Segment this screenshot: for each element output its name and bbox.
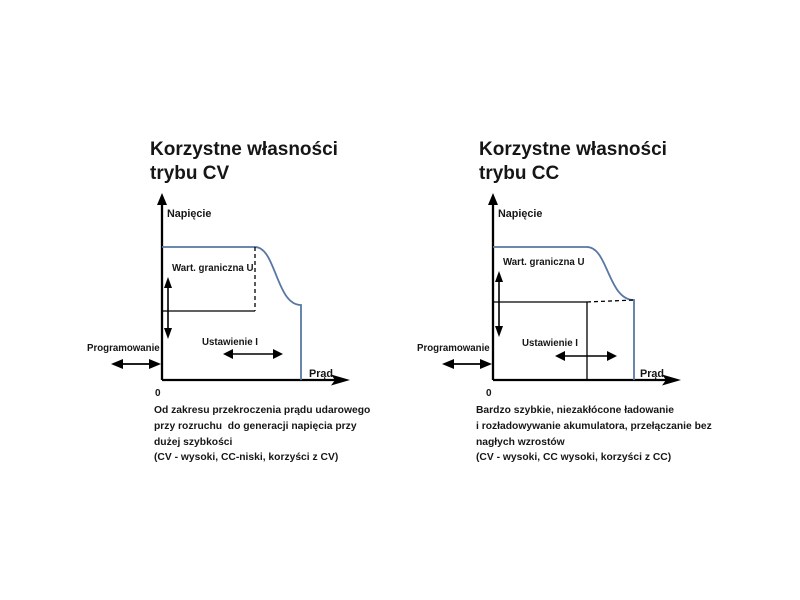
svg-text:Ustawienie I: Ustawienie I (522, 338, 578, 349)
svg-text:0: 0 (486, 388, 492, 399)
svg-text:Ustawienie I: Ustawienie I (202, 337, 258, 348)
svg-text:Napięcie: Napięcie (498, 208, 542, 220)
svg-text:0: 0 (155, 388, 161, 399)
svg-text:Wart. graniczna U: Wart. graniczna U (172, 263, 253, 274)
svg-text:Wart. graniczna U: Wart. graniczna U (503, 257, 584, 268)
svg-text:Programowanie: Programowanie (417, 343, 490, 354)
svg-text:Napięcie: Napięcie (167, 208, 211, 220)
svg-text:Prąd: Prąd (640, 368, 664, 380)
svg-text:Prąd: Prąd (309, 368, 333, 380)
svg-text:Programowanie: Programowanie (87, 343, 160, 354)
